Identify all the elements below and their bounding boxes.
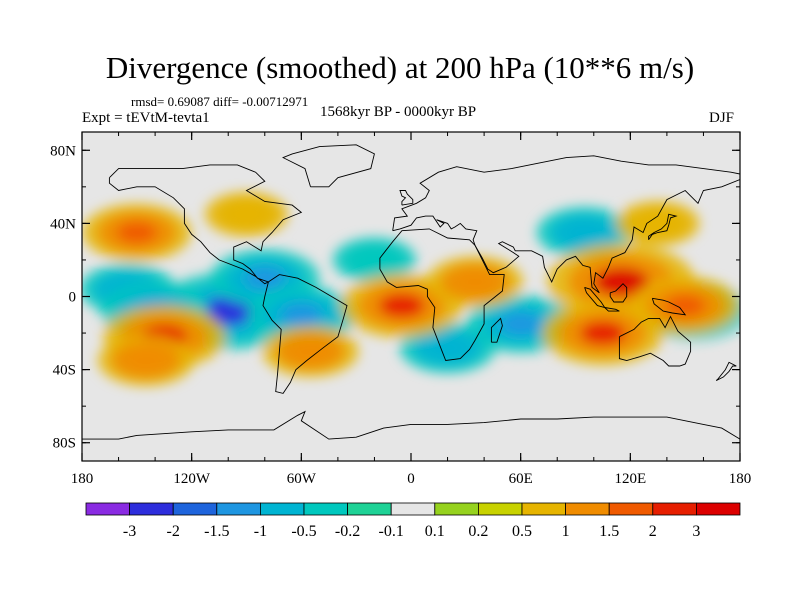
- coastline-11: [604, 307, 620, 312]
- field-core-17: [292, 341, 329, 361]
- field-core-16: [456, 272, 493, 292]
- colorbar-label-3: -1: [254, 523, 267, 540]
- colorbar-box-1: [129, 502, 174, 516]
- x-tick-label-4: 60E: [509, 471, 533, 487]
- colorbar-box-12: [608, 502, 654, 516]
- colorbar-label-7: 0.1: [425, 523, 445, 540]
- colorbar-label-12: 2: [649, 523, 657, 540]
- colorbar-label-6: -0.1: [379, 523, 404, 540]
- coastline-4: [392, 155, 740, 294]
- y-tick-label-3: 40S: [53, 363, 76, 379]
- field-core-19: [642, 214, 674, 232]
- period-label: 1568kyr BP - 0000kyr BP: [320, 104, 477, 120]
- x-tick-label-2: 60W: [287, 471, 317, 487]
- colorbar-box-6: [347, 502, 392, 516]
- colorbar-box-5: [303, 502, 348, 516]
- colorbar-box-9: [477, 502, 523, 516]
- field-core-15: [379, 293, 425, 318]
- field-core-12: [593, 267, 649, 297]
- colorbar-label-0: -3: [123, 523, 136, 540]
- colorbar-box-11: [565, 502, 610, 516]
- season-label: DJF: [709, 110, 735, 126]
- coastline-1: [282, 144, 375, 188]
- colorbar-label-4: -0.5: [291, 523, 316, 540]
- field-core-13: [580, 321, 626, 346]
- colorbar-label-1: -2: [167, 523, 180, 540]
- colorbar-box-7: [390, 502, 436, 516]
- field-core-14: [664, 294, 706, 317]
- x-tick-label-6: 180: [729, 471, 752, 487]
- x-tick-label-5: 120E: [614, 471, 646, 487]
- colorbar-box-0: [85, 502, 130, 516]
- y-tick-label-1: 40N: [50, 216, 76, 232]
- coastline-13: [715, 361, 737, 382]
- coastline-12: [490, 317, 503, 343]
- coastline-10: [651, 297, 687, 316]
- x-tick-label-3: 0: [407, 471, 415, 487]
- field-core-7: [429, 338, 466, 358]
- coastline-6: [648, 213, 678, 241]
- field-core-5: [500, 313, 542, 335]
- coastline-14: [82, 410, 740, 440]
- field-core-8: [566, 222, 603, 243]
- field-core-1: [244, 267, 286, 290]
- colorbar-box-4: [259, 502, 305, 516]
- field-core-20: [127, 350, 164, 371]
- field-core-9: [358, 251, 391, 269]
- colorbar-box-14: [696, 502, 741, 516]
- y-tick-label-4: 80S: [53, 436, 76, 452]
- coastline-9: [609, 283, 628, 303]
- field-core-3: [280, 303, 322, 326]
- axes: 180 120W 60W 0 60E 120E 180 80N 40N 0 40S 80S: [50, 132, 751, 487]
- colorbar-label-5: -0.2: [335, 523, 360, 540]
- coastline-7: [399, 190, 414, 206]
- chart-title: Divergence (smoothed) at 200 hPa (10**6 …: [105, 50, 695, 85]
- colorbar-box-2: [172, 502, 218, 516]
- y-tick-label-0: 80N: [50, 143, 76, 159]
- divergence-field: [82, 191, 740, 387]
- x-tick-label-0: 180: [71, 471, 94, 487]
- coastline-5: [618, 315, 692, 367]
- coastline-0: [108, 164, 303, 285]
- field-core-11: [116, 221, 158, 244]
- colorbar-box-3: [216, 502, 261, 516]
- coastline-3: [379, 228, 505, 361]
- colorbar-label-2: -1.5: [204, 523, 229, 540]
- field-blobs: [82, 191, 740, 387]
- colorbar-label-10: 1: [562, 523, 570, 540]
- colorbar-label-9: 0.5: [512, 523, 532, 540]
- field-core-18: [230, 205, 263, 223]
- stats-text: rmsd= 0.69087 diff= -0.00712971: [131, 94, 309, 109]
- colorbar-box-8: [434, 502, 479, 516]
- colorbar-label-11: 1.5: [599, 523, 619, 540]
- colorbar-label-8: 0.2: [468, 523, 488, 540]
- colorbar: -3 -2 -1.5 -1 -0.5 -0.2 -0.1 0.1 0.2 0.5 1 1.5 2 3: [85, 502, 741, 540]
- colorbar-box-10: [521, 502, 566, 516]
- y-tick-label-2: 0: [69, 290, 77, 306]
- experiment-label: Expt = tEVtM-tevta1: [82, 110, 210, 126]
- coastlines: [82, 144, 740, 440]
- colorbar-label-13: 3: [692, 523, 700, 540]
- coastline-2: [262, 274, 348, 394]
- colorbar-box-13: [652, 502, 697, 516]
- x-tick-label-1: 120W: [173, 471, 211, 487]
